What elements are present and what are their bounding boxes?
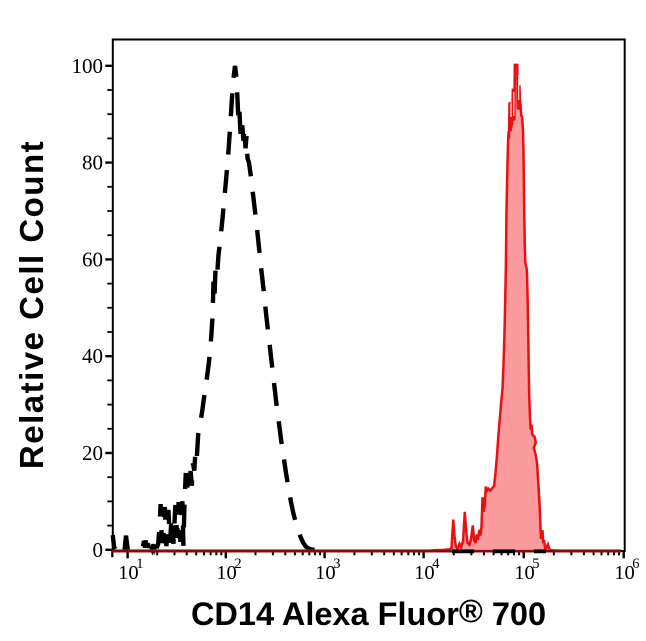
svg-text:10: 10 (514, 562, 535, 584)
svg-text:Relative Cell Count: Relative Cell Count (13, 140, 50, 469)
svg-text:CD14 Alexa Fluor® 700: CD14 Alexa Fluor® 700 (191, 593, 546, 632)
svg-text:60: 60 (82, 247, 103, 271)
svg-text:80: 80 (82, 151, 103, 175)
svg-text:10: 10 (614, 562, 635, 584)
svg-text:3: 3 (333, 556, 340, 572)
svg-text:4: 4 (432, 556, 440, 572)
svg-text:10: 10 (414, 562, 435, 584)
svg-text:40: 40 (82, 344, 103, 368)
svg-text:1: 1 (136, 556, 143, 572)
svg-text:10: 10 (315, 562, 336, 584)
svg-text:0: 0 (93, 538, 104, 562)
svg-text:2: 2 (234, 556, 241, 572)
svg-text:100: 100 (72, 54, 104, 78)
svg-text:10: 10 (216, 562, 237, 584)
svg-text:6: 6 (632, 556, 639, 572)
svg-text:5: 5 (532, 556, 539, 572)
svg-text:20: 20 (82, 441, 103, 465)
svg-text:10: 10 (118, 562, 139, 584)
